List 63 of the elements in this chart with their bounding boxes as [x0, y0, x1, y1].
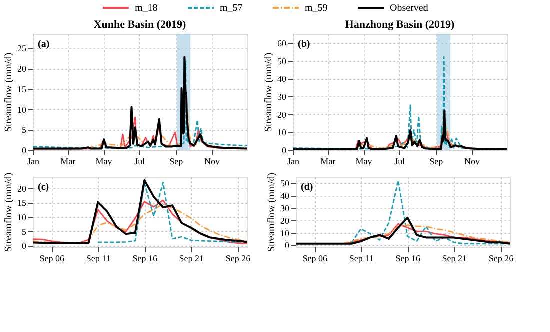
x-tick-label: Jan [28, 156, 40, 166]
y-tick-label: 20 [18, 184, 27, 194]
x-tick-label: May [356, 156, 373, 166]
legend-label: Observed [390, 3, 428, 14]
y-tick-label: 15 [18, 84, 27, 94]
y-tick-label: 0 [22, 241, 27, 252]
y-tick-label: 30 [280, 203, 290, 214]
x-tick-label: Sep 16 [132, 254, 158, 264]
y-tick-label: 10 [18, 212, 27, 222]
y-tick-label: 0 [22, 146, 27, 156]
y-axis-title: Streamflow (mm/d) [4, 172, 14, 252]
x-tick-label: Sep 21 [442, 254, 468, 264]
legend-label: m_18 [135, 3, 158, 14]
y-tick-label: 20 [278, 110, 287, 120]
y-tick-label: 25 [18, 44, 27, 54]
y-tick-label: 40 [280, 191, 290, 202]
x-tick-label: Nov [464, 156, 480, 166]
y-tick-label: 5 [22, 125, 27, 136]
x-tick-label: Mar [60, 156, 76, 166]
y-tick-label: 60 [278, 38, 287, 48]
x-tick-label: Sep 11 [349, 254, 374, 264]
y-tick-label: 0 [285, 240, 290, 251]
y-tick-label: 40 [278, 74, 287, 84]
annotation: (d) [301, 182, 314, 193]
y-tick-label: 10 [280, 228, 290, 238]
x-tick-label: Sep 21 [179, 254, 204, 264]
y-tick-label: 10 [278, 128, 287, 138]
x-tick-label: Sep 16 [396, 254, 422, 264]
x-tick-label: Jul [394, 156, 406, 166]
x-tick-label: Sep 26 [488, 254, 514, 264]
line-series [97, 182, 247, 244]
y-tick-label: 5 [22, 226, 27, 237]
annotation: (a) [38, 39, 50, 50]
x-tick-label: May [96, 156, 113, 166]
y-tick-label: 15 [18, 198, 27, 208]
x-tick-label: Sep 06 [40, 254, 65, 264]
chart-title: Xunhe Basin (2019) [94, 19, 186, 31]
x-tick-label: Sep 26 [226, 254, 252, 264]
x-tick-label: Jul [134, 156, 146, 166]
annotation: (c) [38, 182, 50, 193]
annotation: (b) [298, 39, 310, 50]
x-tick-label: Mar [320, 156, 336, 166]
legend-label: m_57 [220, 3, 243, 14]
legend-label: m_59 [305, 3, 328, 14]
y-tick-label: 50 [278, 56, 287, 66]
y-tick-label: 50 [280, 178, 290, 189]
x-tick-label: Sep [430, 156, 444, 166]
y-axis-title: Streamflow (mm/d) [264, 52, 274, 132]
y-tick-label: 30 [278, 92, 287, 102]
chart-title: Hanzhong Basin (2019) [345, 19, 456, 31]
y-axis-title: Streamflow (mm/d) [266, 172, 278, 252]
x-tick-label: Nov [204, 156, 220, 166]
y-tick-label: 20 [280, 216, 290, 226]
x-tick-label: Sep 11 [86, 254, 111, 264]
y-tick-label: 10 [18, 104, 27, 115]
line-series [296, 216, 510, 245]
y-tick-label: 20 [18, 64, 27, 74]
x-tick-label: Jan [288, 156, 300, 166]
y-axis-title: Streamflow (mm/d) [4, 52, 14, 132]
line-series [33, 179, 247, 244]
x-tick-label: Sep [170, 156, 184, 166]
x-tick-label: Sep 06 [302, 254, 328, 264]
y-tick-label: 0 [282, 146, 287, 156]
